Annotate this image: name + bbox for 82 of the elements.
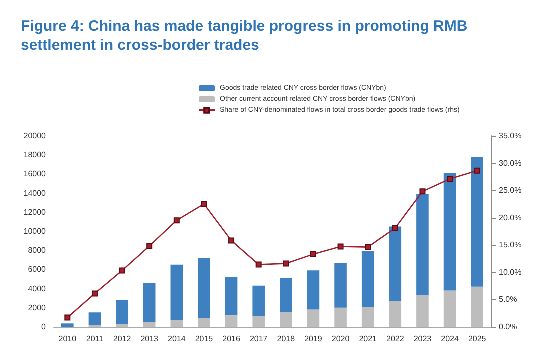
bar	[225, 277, 238, 316]
bar	[252, 316, 265, 327]
y-tick-label: 16000	[24, 170, 47, 179]
bar	[334, 308, 347, 327]
point	[447, 176, 454, 182]
bar	[280, 312, 292, 327]
x-tick-label: 2023	[414, 334, 432, 344]
x-tick-label: 2022	[386, 334, 405, 344]
x-tick-label: 2010	[58, 334, 78, 344]
x-tick-label: 2020	[332, 334, 350, 344]
point	[338, 244, 344, 250]
x-tick-label: 2015	[195, 334, 214, 344]
x-tick-label: 2017	[250, 334, 268, 344]
point	[283, 260, 290, 267]
x-tick-label: 2013	[140, 334, 160, 344]
y2-tick-label: 0.0%	[499, 322, 518, 332]
y-tick-label: 14000	[24, 188, 47, 198]
y2-tick-label: 10.0%	[499, 268, 522, 277]
y2-tick-label: 15.0%	[499, 240, 522, 250]
y2-tick-label: 20.0%	[499, 213, 522, 222]
point	[146, 243, 153, 250]
point	[256, 262, 262, 268]
y-tick-label: 20000	[24, 132, 47, 140]
y2-tick-label: 30.0%	[499, 158, 522, 168]
bar	[143, 322, 156, 327]
bar	[116, 324, 128, 327]
bar	[389, 226, 402, 302]
y-tick-label: 6000	[28, 265, 47, 274]
x-tick-label: 2025	[468, 334, 487, 344]
bar	[143, 283, 156, 322]
point	[228, 238, 235, 244]
bar	[444, 173, 456, 291]
bar	[88, 312, 102, 326]
x-tick-label: 2016	[222, 334, 241, 344]
point	[310, 251, 316, 258]
y2-tick-label: 35.0%	[499, 132, 522, 140]
x-tick-label: 2021	[359, 334, 378, 344]
bar	[416, 194, 429, 296]
bar	[444, 290, 456, 327]
bar	[334, 263, 347, 308]
bar	[307, 270, 320, 310]
bar	[471, 157, 484, 287]
y-tick-label: 8000	[28, 246, 47, 256]
bar	[116, 300, 128, 324]
bar	[198, 258, 210, 318]
bar	[416, 295, 429, 327]
x-tick-label: 2018	[277, 334, 296, 344]
point	[92, 290, 98, 297]
y-tick-label: 2000	[28, 303, 47, 312]
x-tick-label: 2014	[168, 334, 186, 344]
point	[174, 218, 180, 224]
y2-tick-label: 25.0%	[499, 186, 522, 196]
point	[392, 225, 398, 232]
x-tick-label: 2019	[304, 334, 323, 344]
y-tick-label: 0	[42, 322, 47, 332]
bar	[62, 324, 74, 327]
y-tick-label: 12000	[24, 208, 47, 217]
y-tick-label: 18000	[24, 150, 47, 160]
point	[420, 188, 426, 195]
x-tick-label: 2012	[113, 334, 132, 344]
bar	[225, 316, 238, 327]
bar	[389, 301, 402, 327]
chart-title: Figure 4: China has made tangible progress in promoting RMB settlement in cross-border trades	[21, 18, 472, 54]
bar	[252, 286, 265, 316]
x-tick-label: 2011	[86, 334, 104, 344]
x-tick-label: 2024	[441, 334, 460, 344]
bar	[362, 306, 374, 327]
point	[64, 314, 71, 321]
point	[474, 168, 480, 174]
bar	[471, 286, 484, 327]
point	[201, 201, 208, 208]
bar	[198, 318, 210, 327]
point	[365, 244, 372, 250]
bar	[307, 310, 320, 327]
bar	[280, 278, 292, 313]
y-tick-label: 10000	[24, 227, 47, 236]
bar	[170, 264, 184, 320]
y2-tick-label: 5.0%	[499, 295, 518, 304]
y-tick-label: 4000	[28, 284, 47, 294]
bar	[362, 252, 374, 307]
point	[119, 268, 126, 274]
bar	[170, 320, 184, 327]
